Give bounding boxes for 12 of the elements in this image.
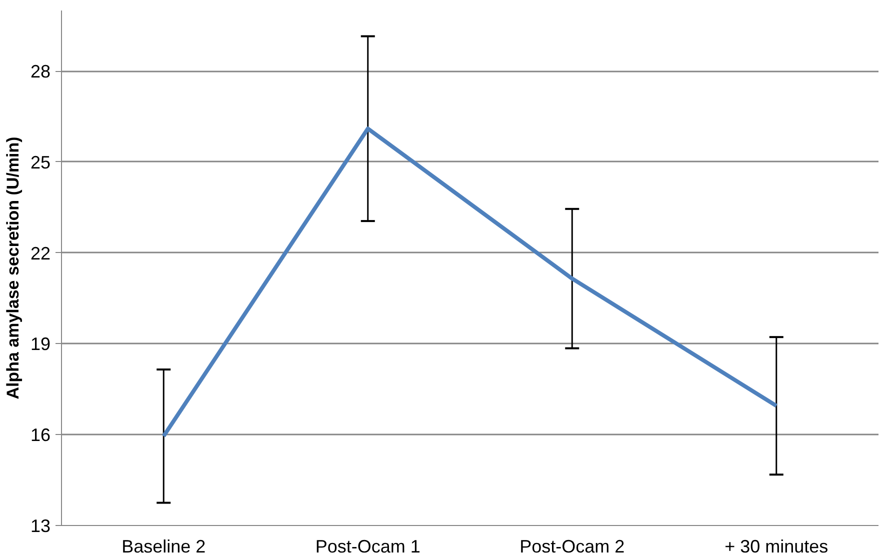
x-tick-label: Post-Ocam 1 <box>315 536 420 556</box>
x-tick-label: Post-Ocam 2 <box>520 536 625 556</box>
line-series <box>162 126 778 438</box>
y-tick-label: 25 <box>30 152 51 172</box>
x-tick-label: + 30 minutes <box>724 536 828 556</box>
y-tick-label: 19 <box>30 334 51 354</box>
y-tick-label: 16 <box>30 425 51 446</box>
x-tick-label: Baseline 2 <box>122 536 206 556</box>
y-tick-label: 28 <box>30 62 51 82</box>
y-tick-label: 13 <box>30 516 51 536</box>
y-tick-label: 22 <box>30 243 51 264</box>
y-axis-title: Alpha amylase secretion (U/min) <box>3 136 22 400</box>
